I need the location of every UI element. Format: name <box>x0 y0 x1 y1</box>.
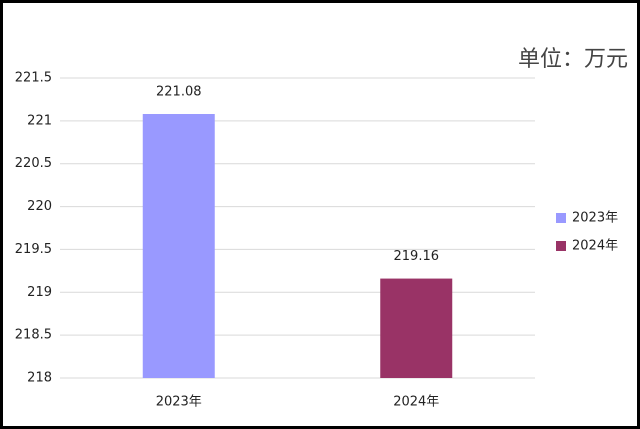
y-tick-label: 219.5 <box>15 242 52 257</box>
y-tick-label: 221 <box>27 113 52 128</box>
y-tick-label: 219 <box>27 285 52 300</box>
y-tick-label: 221.5 <box>15 71 52 86</box>
legend-swatch <box>556 241 566 251</box>
y-tick-label: 220 <box>27 199 52 214</box>
chart-title: 单位：万元 <box>518 47 628 72</box>
bar <box>142 114 215 378</box>
value-label: 221.08 <box>156 85 202 100</box>
x-tick-label: 2023年 <box>156 395 202 410</box>
y-tick-label: 218 <box>27 371 52 386</box>
x-tick-label: 2024年 <box>393 395 439 410</box>
bar <box>380 278 453 378</box>
legend-label: 2024年 <box>572 239 618 254</box>
y-tick-label: 218.5 <box>15 328 52 343</box>
legend-label: 2023年 <box>572 211 618 226</box>
y-tick-label: 220.5 <box>15 156 52 171</box>
value-label: 219.16 <box>394 249 440 264</box>
legend-swatch <box>556 213 566 223</box>
